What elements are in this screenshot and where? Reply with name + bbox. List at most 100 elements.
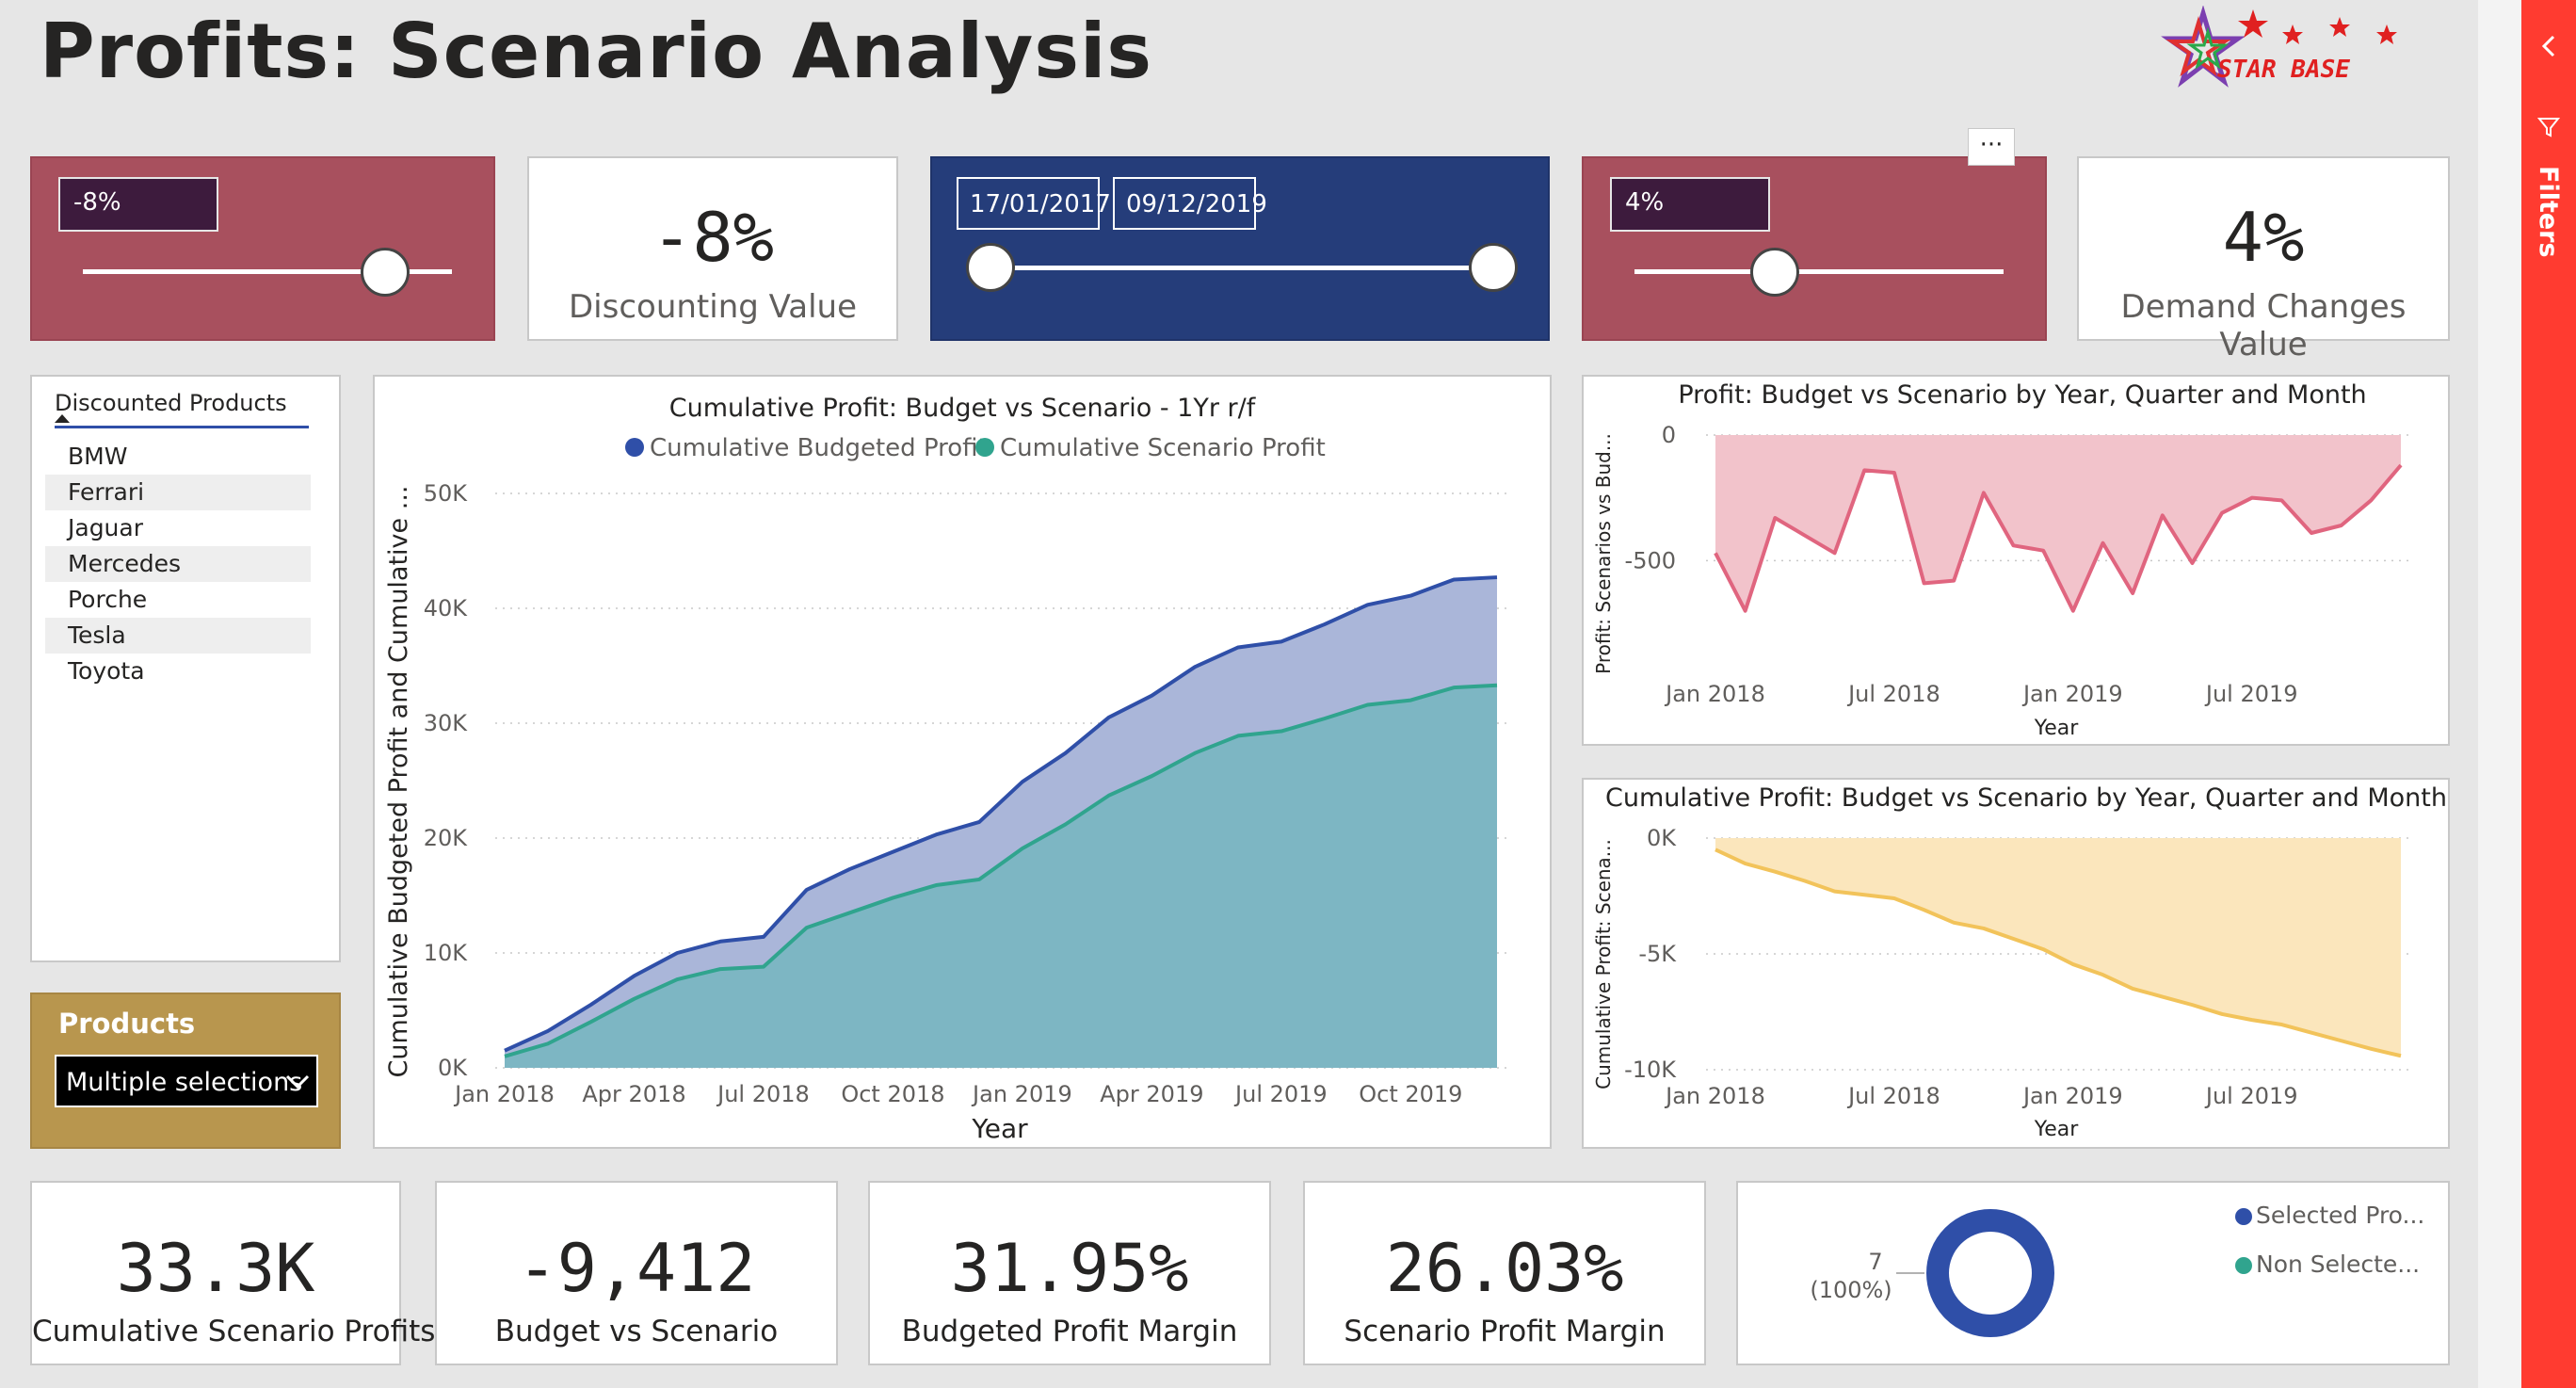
y-tick-label: 50K (424, 480, 469, 507)
x-tick-label: Apr 2019 (1100, 1081, 1203, 1107)
x-tick-label: Jan 2019 (2021, 681, 2123, 707)
end-date-input[interactable]: 09/12/2019 (1113, 177, 1267, 230)
date-slider-track[interactable] (990, 266, 1484, 270)
series-line (504, 575, 1498, 1053)
x-tick-label: Oct 2018 (841, 1081, 944, 1107)
series-line (1714, 463, 2403, 613)
cumulative-variance-chart-card: Cumulative Profit: Budget vs Scenario by… (1582, 778, 2450, 1149)
donut-percent-label: (100%) (1810, 1277, 1892, 1303)
x-tick-label: Jul 2019 (2204, 1083, 2298, 1109)
logo-graphic: STAR BASE (2161, 5, 2397, 88)
x-tick-label: Jan 2019 (2021, 1083, 2123, 1109)
donut-count-label: 7 (1868, 1249, 1882, 1275)
series-line (504, 683, 1498, 1058)
kpi-value: -9,412 (517, 1230, 756, 1307)
x-tick-label: Jan 2018 (1664, 681, 1765, 707)
demand-slider-handle[interactable] (1749, 248, 1799, 297)
list-header[interactable]: Discounted Products (55, 390, 287, 416)
series-area (1715, 838, 2401, 1057)
donut-slice-selected (1926, 1209, 2054, 1337)
sort-ascending-icon[interactable] (55, 414, 70, 423)
series-line (1715, 847, 2402, 1058)
discount-slicer: -8% (30, 156, 495, 341)
discounting-value-card: -8% Discounting Value (527, 156, 898, 341)
start-date-input[interactable]: 17/01/2017 (957, 177, 1111, 230)
list-header-underline (55, 426, 309, 428)
kpi-label: Budget vs Scenario (494, 1315, 779, 1348)
donut-chart[interactable]: 7 (100%) (1738, 1183, 2448, 1364)
kpi-value: 31.95% (950, 1230, 1189, 1307)
filters-label-wrap: Filters (2531, 166, 2568, 260)
product-list-item[interactable]: Tesla (45, 618, 311, 654)
products-dropdown[interactable]: Multiple selections (55, 1055, 318, 1107)
x-tick-label: Apr 2018 (582, 1081, 685, 1107)
y-tick-label: 10K (424, 940, 469, 966)
filter-icon (2536, 118, 2561, 137)
demand-value-input[interactable]: 4% (1610, 177, 1770, 232)
chevron-left-icon[interactable] (2538, 34, 2559, 58)
y-tick-label: 0K (1647, 825, 1677, 851)
discounting-label: Discounting Value (568, 288, 858, 326)
more-options-button[interactable]: ··· (1968, 128, 2015, 166)
x-axis-title: Year (971, 1113, 1028, 1144)
y-tick-label: 40K (424, 595, 469, 621)
discounting-value: -8% (651, 198, 775, 277)
legend-label: Non Selecte... (2256, 1251, 2421, 1278)
product-list-item[interactable]: Toyota (68, 657, 145, 685)
kpi-card-budget-vs-scenario: -9,412 Budget vs Scenario (435, 1181, 838, 1365)
kpi-card-budgeted-margin: 31.95% Budgeted Profit Margin (868, 1181, 1271, 1365)
kpi-value: 33.3K (116, 1230, 315, 1307)
y-tick-label: 30K (424, 710, 469, 736)
demand-changes-label: Demand Changes Value (2120, 288, 2407, 363)
demand-changes-card: 4% Demand Changes Value (2077, 156, 2450, 363)
chevron-down-icon (285, 1074, 310, 1089)
products-dropdown-slicer: Products Multiple selections (30, 993, 341, 1149)
product-list-item[interactable]: Jaguar (68, 514, 144, 541)
product-list-item[interactable]: BMW (68, 443, 128, 470)
y-axis-title: Profit: Scenarios vs Bud... (1592, 433, 1615, 674)
product-list-item[interactable]: Ferrari (45, 475, 311, 510)
kpi-label: Scenario Profit Margin (1344, 1315, 1666, 1348)
start-date-handle[interactable] (966, 243, 1015, 292)
demand-slider-track[interactable] (1634, 269, 2004, 274)
x-axis-title: Year (2034, 717, 2080, 740)
profit-variance-chart[interactable]: Profit: Budget vs Scenario by Year, Quar… (1584, 377, 2448, 744)
x-tick-label: Jan 2019 (971, 1081, 1072, 1107)
legend-dot (625, 438, 644, 457)
x-axis-title: Year (2034, 1118, 2080, 1141)
x-tick-label: Jan 2018 (1664, 1083, 1765, 1109)
page-title: Profits: Scenario Analysis (40, 8, 1152, 95)
filters-pane-collapsed[interactable]: Filters (2521, 0, 2576, 1388)
product-list-item[interactable]: Mercedes (45, 546, 311, 582)
y-tick-label: -5K (1638, 941, 1677, 967)
cumulative-profit-chart-card: Cumulative Profit: Budget vs Scenario - … (373, 375, 1552, 1149)
legend-dot (2235, 1257, 2252, 1274)
discount-slider-track[interactable] (83, 269, 452, 274)
y-tick-label: -10K (1624, 1057, 1677, 1083)
chart-title: Cumulative Profit: Budget vs Scenario by… (1605, 783, 2447, 813)
logo-text: STAR BASE (2217, 56, 2350, 84)
y-axis-title: Cumulative Profit: Scena... (1592, 839, 1615, 1089)
series-area (1715, 435, 2401, 611)
product-items: BMW Ferrari Jaguar Mercedes Porche Tesla Toyot… (45, 439, 311, 689)
legend-item-non-selected[interactable]: Non Selecte... (2235, 1251, 2420, 1278)
x-tick-label: Jul 2018 (1846, 1083, 1940, 1109)
cumulative-profit-chart[interactable]: Cumulative Profit: Budget vs Scenario - … (375, 377, 1550, 1147)
legend-dot (2235, 1208, 2252, 1225)
kpi-label: Budgeted Profit Margin (901, 1315, 1238, 1348)
y-tick-label: 0K (438, 1055, 468, 1081)
legend-item-selected[interactable]: Selected Pro... (2235, 1202, 2424, 1229)
discount-slider-handle[interactable] (361, 248, 411, 297)
legend-label: Cumulative Scenario Profit (1000, 434, 1326, 462)
cumulative-variance-chart[interactable]: Cumulative Profit: Budget vs Scenario by… (1584, 780, 2448, 1147)
x-tick-label: Oct 2019 (1359, 1081, 1462, 1107)
starbase-logo: STAR BASE (2151, 5, 2415, 104)
product-list-item[interactable]: Porche (68, 586, 148, 613)
discount-value-input[interactable]: -8% (58, 177, 218, 232)
end-date-handle[interactable] (1469, 243, 1518, 292)
chart-title: Profit: Budget vs Scenario by Year, Quar… (1678, 380, 2366, 410)
canvas-gutter (2478, 0, 2521, 1388)
chart-title: Cumulative Profit: Budget vs Scenario - … (669, 394, 1257, 423)
legend-dot (975, 438, 994, 457)
series-area (505, 685, 1497, 1068)
